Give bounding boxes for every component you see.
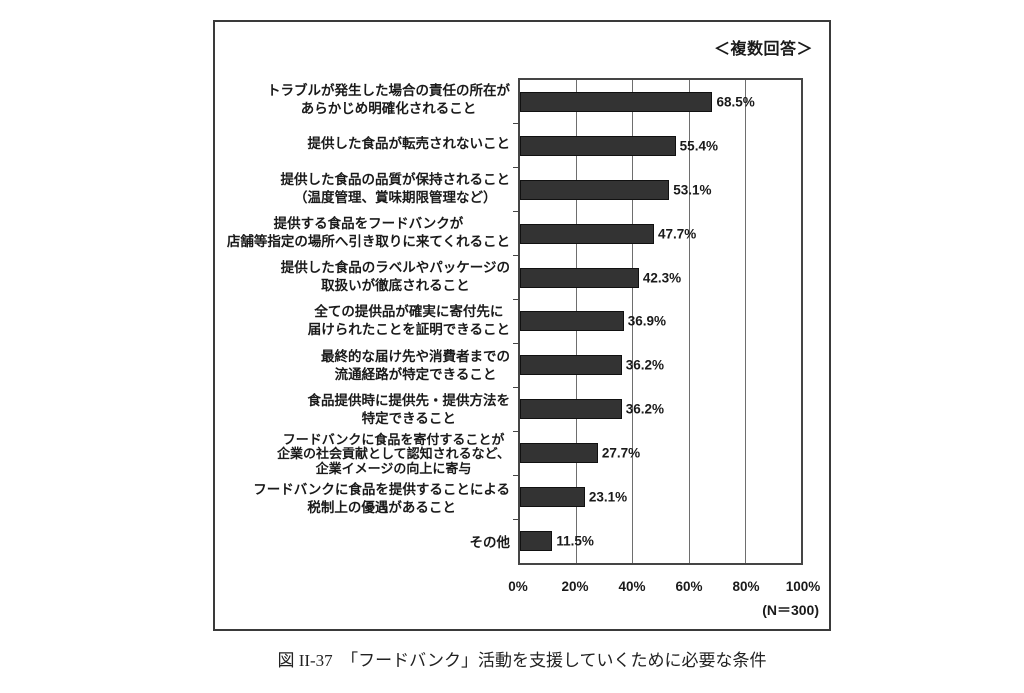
value-label: 11.5%	[556, 533, 594, 549]
bar: 27.7%	[520, 443, 640, 464]
value-label: 68.5%	[716, 94, 755, 110]
gridline	[688, 80, 690, 563]
axis-tick	[513, 430, 519, 432]
bar-row: 36.2%	[520, 387, 801, 431]
bar: 23.1%	[520, 487, 627, 508]
bar: 53.1%	[520, 179, 711, 200]
category-label: 最終的な届け先や消費者までの 流通経路が特定できること	[321, 348, 510, 382]
x-tick-label: 40%	[618, 579, 646, 594]
figure-box: ＜複数回答＞ トラブルが発生した場合の責任の所在が あらかじめ明確化されること提供…	[213, 20, 831, 631]
bar-row: 55.4%	[520, 124, 801, 168]
category-label: フードバンクに食品を提供することによる 税制上の優遇があること	[253, 481, 510, 515]
category-label: 提供した食品のラベルやパッケージの 取扱いが徹底されること	[280, 260, 510, 294]
value-label: 27.7%	[601, 445, 641, 461]
axis-tick	[513, 255, 519, 257]
value-label: 36.2%	[625, 401, 664, 417]
x-tick-label: 80%	[732, 579, 760, 594]
category-label: トラブルが発生した場合の責任の所在が あらかじめ明確化されること	[267, 83, 510, 117]
bar-row: 53.1%	[520, 168, 801, 212]
bar-row: 47.7%	[520, 212, 801, 256]
x-tick-label: 100%	[785, 579, 821, 594]
bar: 36.2%	[520, 355, 664, 376]
axis-tick	[513, 386, 519, 388]
axis-tick	[513, 299, 519, 301]
axis-tick	[513, 518, 519, 520]
bar-row: 36.9%	[520, 300, 801, 344]
bar: 36.9%	[520, 311, 666, 332]
category-label: フードバンクに食品を寄付することが 企業の社会貢献として認知されるなど、 企業イメー…	[277, 431, 510, 476]
bar-row: 11.5%	[520, 519, 801, 563]
gridline	[744, 80, 746, 563]
value-label: 23.1%	[588, 489, 628, 505]
x-axis: 0% 20% 40% 60% 80% 100%	[508, 579, 820, 597]
value-label: 36.2%	[625, 357, 664, 373]
x-tick-label: 20%	[561, 579, 589, 594]
category-label: 提供した食品の品質が保持されること （温度管理、賞味期限管理など）	[280, 171, 511, 205]
x-tick-label: 60%	[675, 579, 703, 594]
gridline	[632, 80, 634, 563]
category-label: 食品提供時に提供先・提供方法を 特定できること	[307, 392, 511, 426]
bar-row: 68.5%	[520, 80, 801, 124]
category-label: 提供する食品をフードバンクが 店舗等指定の場所へ引き取りに来てくれること	[226, 215, 510, 249]
axis-tick	[513, 123, 519, 125]
x-tick-label: 0%	[508, 579, 528, 594]
bar: 55.4%	[520, 135, 718, 156]
axis-tick	[513, 167, 519, 169]
bar: 11.5%	[520, 531, 594, 552]
multiple-answers-note: ＜複数回答＞	[713, 41, 813, 58]
figure-caption: 図 II-37 「フードバンク」活動を支援していくために必要な条件	[277, 651, 767, 670]
value-label: 55.4%	[679, 138, 718, 154]
bar: 47.7%	[520, 223, 696, 244]
axis-tick	[513, 342, 519, 344]
category-label: その他	[469, 534, 511, 550]
bar: 42.3%	[520, 267, 681, 288]
category-labels: トラブルが発生した場合の責任の所在が あらかじめ明確化されること提供した食品が転売…	[219, 78, 510, 565]
axis-tick	[513, 211, 519, 213]
bar-row: 36.2%	[520, 343, 801, 387]
bar-row: 42.3%	[520, 256, 801, 300]
value-label: 36.9%	[627, 313, 666, 329]
value-label: 47.7%	[658, 226, 697, 242]
axis-tick	[513, 474, 519, 476]
category-label: 提供した食品が転売されないこと	[307, 136, 511, 152]
bar: 68.5%	[520, 91, 755, 112]
bar-row: 27.7%	[520, 431, 801, 475]
value-label: 42.3%	[642, 270, 682, 286]
bar: 36.2%	[520, 399, 664, 420]
category-label: 全ての提供品が確実に寄付先に 届けられたことを証明できること	[307, 304, 510, 338]
bar-row: 23.1%	[520, 475, 801, 519]
value-label: 53.1%	[673, 182, 712, 198]
sample-size-label: (N＝300)	[762, 602, 819, 618]
plot-area: 68.5% 55.4% 53.1% 47.7% 42.3% 36.9% 36.2% 36.2%…	[513, 78, 803, 565]
